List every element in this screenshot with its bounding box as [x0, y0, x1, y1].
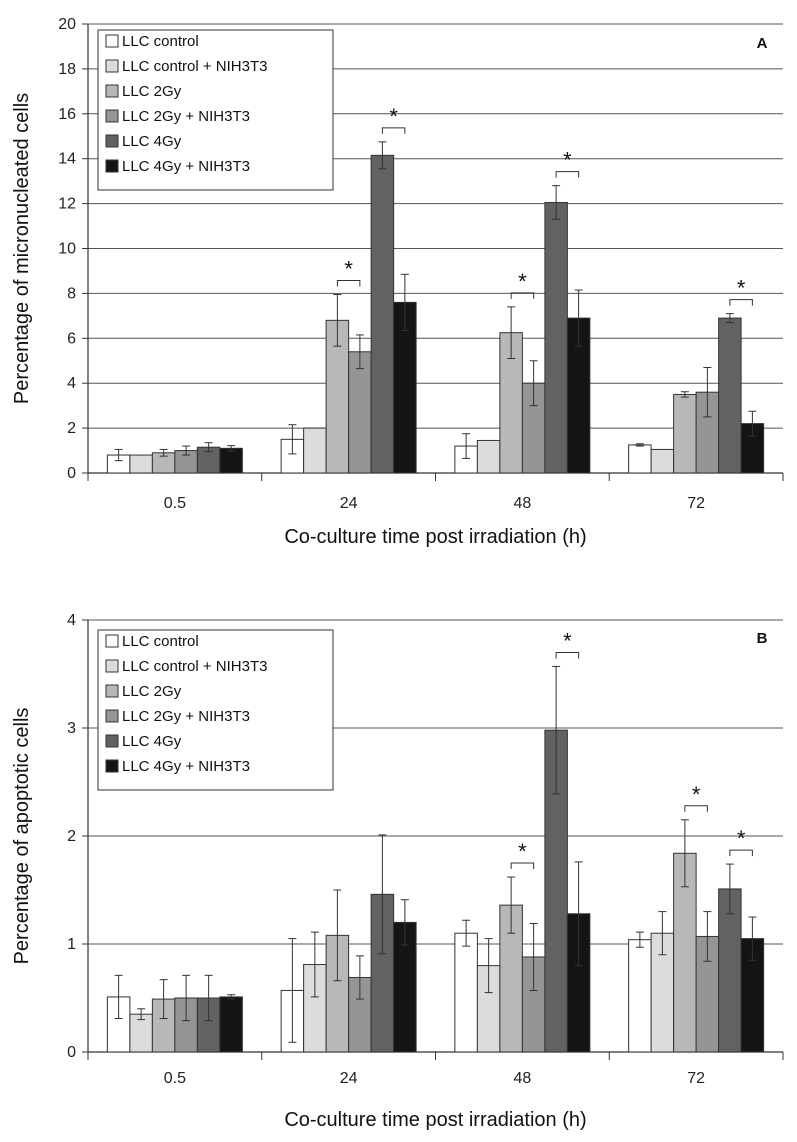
bar-5: [544, 201, 568, 474]
y-tick-label: 2: [67, 420, 76, 437]
legend-label: LLC 2Gy + NIH3T3: [122, 108, 250, 125]
significance-bracket: [336, 280, 361, 287]
legend-swatch: [105, 109, 119, 123]
legend-label: LLC 2Gy + NIH3T3: [122, 708, 250, 725]
bar-6: [219, 996, 243, 1053]
y-tick-label: 0: [67, 1044, 76, 1061]
y-axis-title: Percentage of apoptotic cells: [11, 708, 33, 965]
bar-4: [348, 351, 372, 474]
bar-1: [454, 932, 478, 1053]
legend-swatch: [105, 709, 119, 723]
y-tick-label: 14: [58, 151, 76, 168]
significance-bracket: [510, 292, 535, 299]
y-tick-label: 4: [67, 612, 76, 629]
bar-1: [628, 939, 652, 1053]
legend-label: LLC 4Gy + NIH3T3: [122, 158, 250, 175]
legend-label: LLC control + NIH3T3: [122, 658, 267, 675]
legend-label: LLC 2Gy: [122, 83, 182, 100]
x-axis-title: Co-culture time post irradiation (h): [284, 526, 586, 548]
legend-swatch: [105, 734, 119, 748]
y-tick-label: 1: [67, 936, 76, 953]
significance-star: *: [563, 628, 572, 653]
bar-5: [718, 317, 742, 474]
x-tick-label: 24: [340, 1070, 358, 1087]
significance-bracket: [729, 299, 753, 306]
significance-bracket: [555, 651, 580, 659]
legend-label: LLC control + NIH3T3: [122, 58, 267, 75]
y-tick-label: 12: [58, 196, 76, 213]
x-tick-label: 0.5: [164, 495, 186, 512]
y-tick-label: 2: [67, 828, 76, 845]
significance-bracket: [684, 805, 708, 812]
y-tick-label: 0: [67, 465, 76, 482]
significance-star: *: [737, 826, 746, 851]
significance-bracket: [555, 171, 580, 178]
bar-2: [303, 427, 327, 474]
bar-6: [219, 447, 243, 474]
legend-swatch: [105, 684, 119, 698]
significance-star: *: [518, 269, 527, 294]
legend-label: LLC 4Gy: [122, 133, 182, 150]
significance-star: *: [692, 782, 701, 807]
x-tick-label: 0.5: [164, 1070, 186, 1087]
x-axis-title: Co-culture time post irradiation (h): [284, 1109, 586, 1131]
bar-5: [370, 154, 395, 474]
bar-3: [673, 393, 697, 474]
legend-swatch: [105, 759, 119, 773]
x-tick-label: 72: [687, 495, 705, 512]
significance-bracket: [729, 849, 753, 857]
y-tick-label: 18: [58, 61, 76, 78]
y-tick-label: 16: [58, 106, 76, 123]
significance-star: *: [389, 104, 398, 129]
bar-2: [476, 439, 501, 474]
legend-swatch: [105, 59, 119, 73]
x-tick-label: 72: [687, 1070, 705, 1087]
y-axis-title: Percentage of micronucleated cells: [11, 93, 33, 404]
y-tick-label: 3: [67, 720, 76, 737]
legend-swatch: [105, 134, 119, 148]
chart-panel-b: 0 1 2 3 4 0.5 24 48 72 * * * * LLC control LLC control…: [0, 571, 797, 1142]
bar-1: [628, 444, 652, 474]
y-tick-label: 6: [67, 330, 76, 347]
y-tick-label: 4: [67, 375, 76, 392]
y-tick-label: 20: [58, 16, 76, 33]
bar-2: [129, 454, 153, 474]
bar-2: [650, 448, 675, 474]
legend-swatch: [105, 159, 119, 173]
significance-bracket: [381, 127, 406, 134]
panel-letter: B: [757, 630, 768, 647]
legend-label: LLC control: [122, 33, 199, 50]
y-tick-label: 8: [67, 285, 76, 302]
apoptotic-cells-chart: 0 1 2 3 4 0.5 24 48 72 * * * * LLC control LLC control…: [11, 612, 784, 1131]
significance-bracket: [510, 862, 535, 870]
significance-star: *: [737, 276, 746, 301]
legend-box: [97, 629, 334, 791]
x-tick-label: 24: [340, 495, 358, 512]
chart-panel-a: 0 2 4 6 8 10 12 14 16 18 20 0.5 24 48 72 * * * * * LLC contr…: [11, 16, 784, 548]
legend-box: [97, 29, 334, 191]
x-tick-label: 48: [513, 1070, 531, 1087]
legend-label: LLC control: [122, 633, 199, 650]
legend-swatch: [105, 34, 119, 48]
significance-star: *: [344, 257, 353, 282]
x-tick-label: 48: [513, 495, 531, 512]
legend-label: LLC 4Gy + NIH3T3: [122, 758, 250, 775]
legend-swatch: [105, 84, 119, 98]
y-tick-label: 10: [58, 241, 76, 258]
significance-star: *: [518, 839, 527, 864]
legend-label: LLC 4Gy: [122, 733, 182, 750]
legend-label: LLC 2Gy: [122, 683, 182, 700]
legend-swatch: [105, 659, 119, 673]
significance-star: *: [563, 148, 572, 173]
panel-letter: A: [757, 35, 768, 52]
legend-swatch: [105, 634, 119, 648]
